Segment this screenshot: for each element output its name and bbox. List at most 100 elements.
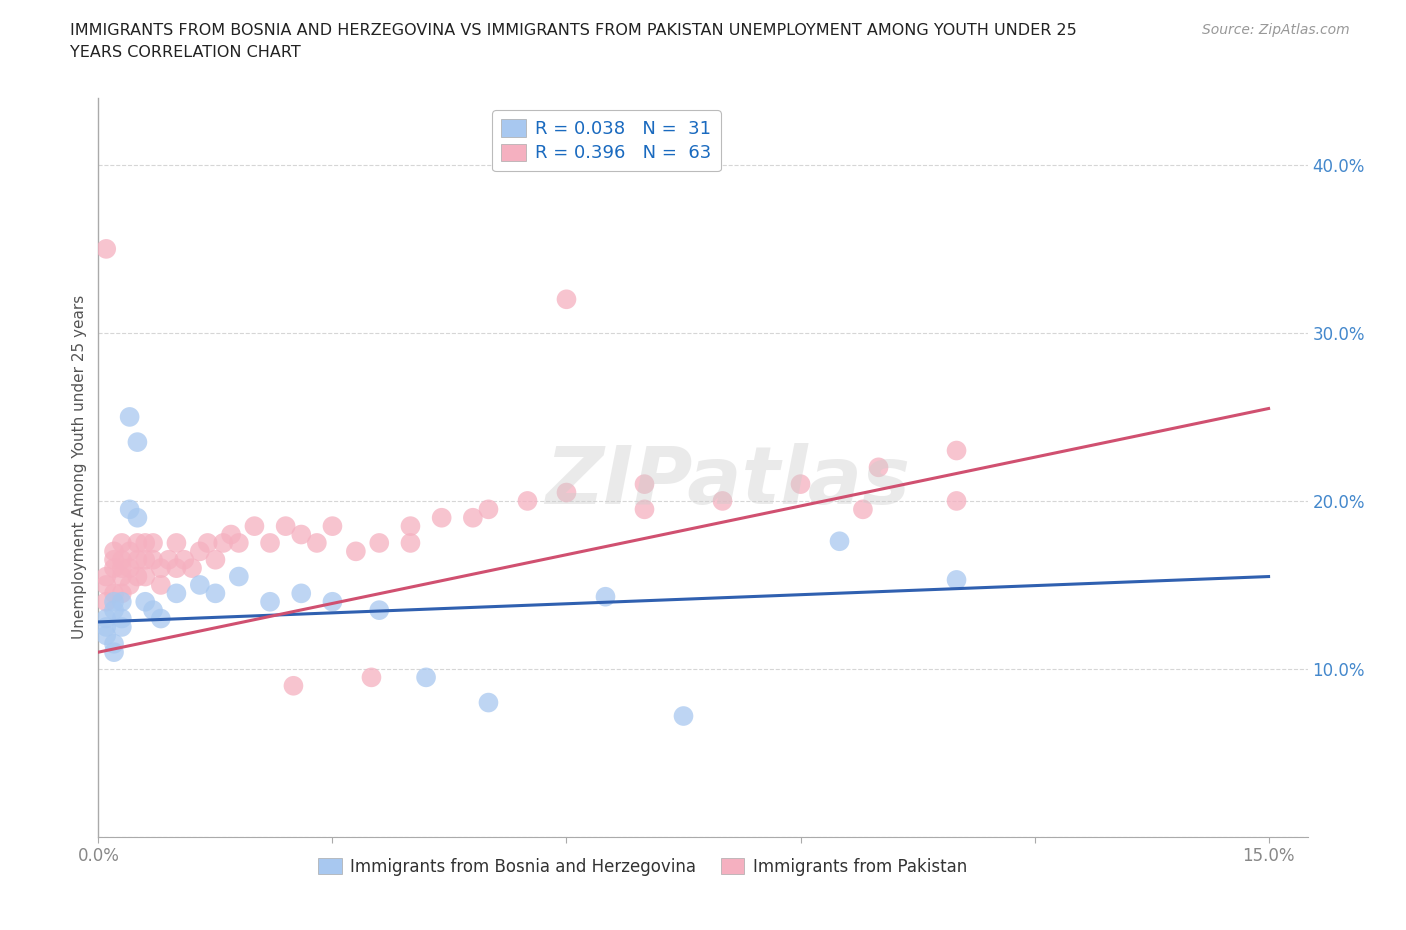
Point — [228, 569, 250, 584]
Point — [127, 434, 149, 449]
Point — [212, 536, 235, 551]
Point — [149, 561, 172, 576]
Point — [134, 536, 156, 551]
Point — [711, 494, 734, 509]
Point — [134, 594, 156, 609]
Point — [165, 561, 187, 576]
Point — [789, 477, 811, 492]
Point — [111, 536, 134, 551]
Point — [399, 519, 422, 534]
Point — [103, 544, 125, 559]
Point — [188, 544, 211, 559]
Point — [290, 586, 312, 601]
Point — [127, 552, 149, 567]
Point — [516, 494, 538, 509]
Point — [477, 695, 499, 710]
Point — [633, 502, 655, 517]
Point — [118, 561, 141, 576]
Point — [321, 594, 343, 609]
Point — [173, 552, 195, 567]
Point — [259, 594, 281, 609]
Point — [142, 603, 165, 618]
Point — [111, 569, 134, 584]
Point — [321, 519, 343, 534]
Point — [868, 460, 890, 474]
Point — [219, 527, 242, 542]
Point — [555, 485, 578, 500]
Point — [103, 561, 125, 576]
Point — [360, 670, 382, 684]
Point — [165, 536, 187, 551]
Point — [142, 536, 165, 551]
Point — [103, 603, 125, 618]
Point — [142, 552, 165, 567]
Point — [828, 534, 851, 549]
Point — [96, 578, 118, 592]
Text: ZIPatlas: ZIPatlas — [544, 443, 910, 521]
Point — [344, 544, 367, 559]
Point — [461, 511, 484, 525]
Point — [134, 552, 156, 567]
Point — [305, 536, 328, 551]
Point — [188, 578, 211, 592]
Point — [243, 519, 266, 534]
Point — [96, 611, 118, 626]
Point — [204, 586, 226, 601]
Point — [477, 502, 499, 517]
Legend: Immigrants from Bosnia and Herzegovina, Immigrants from Pakistan: Immigrants from Bosnia and Herzegovina, … — [309, 849, 976, 884]
Y-axis label: Unemployment Among Youth under 25 years: Unemployment Among Youth under 25 years — [72, 295, 87, 640]
Point — [259, 536, 281, 551]
Point — [415, 670, 437, 684]
Point — [228, 536, 250, 551]
Point — [633, 477, 655, 492]
Point — [181, 561, 204, 576]
Point — [165, 586, 187, 601]
Point — [96, 628, 118, 643]
Point — [96, 242, 118, 257]
Point — [111, 586, 134, 601]
Point — [118, 502, 141, 517]
Point — [555, 292, 578, 307]
Point — [368, 536, 391, 551]
Point — [127, 511, 149, 525]
Point — [945, 494, 967, 509]
Point — [274, 519, 297, 534]
Point — [118, 544, 141, 559]
Point — [96, 569, 118, 584]
Point — [945, 573, 967, 588]
Point — [127, 536, 149, 551]
Point — [149, 578, 172, 592]
Point — [197, 536, 219, 551]
Point — [283, 678, 305, 693]
Point — [595, 590, 617, 604]
Point — [157, 552, 180, 567]
Point — [111, 561, 134, 576]
Text: YEARS CORRELATION CHART: YEARS CORRELATION CHART — [70, 45, 301, 60]
Point — [134, 569, 156, 584]
Point — [118, 578, 141, 592]
Point — [96, 619, 118, 634]
Point — [368, 603, 391, 618]
Point — [111, 611, 134, 626]
Point — [103, 586, 125, 601]
Text: IMMIGRANTS FROM BOSNIA AND HERZEGOVINA VS IMMIGRANTS FROM PAKISTAN UNEMPLOYMENT : IMMIGRANTS FROM BOSNIA AND HERZEGOVINA V… — [70, 23, 1077, 38]
Point — [945, 443, 967, 458]
Point — [852, 502, 875, 517]
Point — [111, 594, 134, 609]
Point — [399, 536, 422, 551]
Point — [103, 636, 125, 651]
Point — [103, 594, 125, 609]
Point — [118, 409, 141, 424]
Point — [204, 552, 226, 567]
Point — [290, 527, 312, 542]
Point — [111, 552, 134, 567]
Point — [111, 619, 134, 634]
Point — [430, 511, 453, 525]
Point — [127, 569, 149, 584]
Point — [96, 594, 118, 609]
Point — [149, 611, 172, 626]
Point — [672, 709, 695, 724]
Point — [103, 552, 125, 567]
Point — [103, 644, 125, 659]
Text: Source: ZipAtlas.com: Source: ZipAtlas.com — [1202, 23, 1350, 37]
